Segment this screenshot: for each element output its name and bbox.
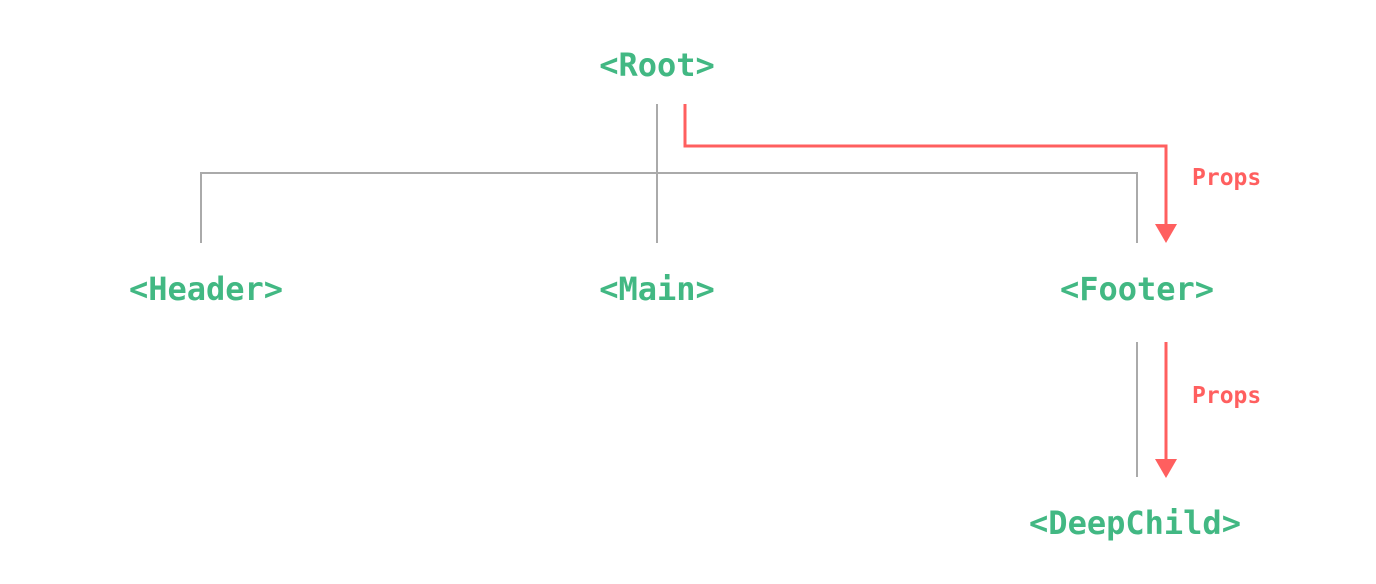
props-label: Props [1192,383,1261,409]
node-footer: <Footer> [1060,270,1214,308]
node-deepchild: <DeepChild> [1029,504,1241,542]
tree-lines [200,104,1138,477]
node-main: <Main> [599,270,715,308]
props-label: Props [1192,165,1261,191]
arrowhead-icon [1155,459,1177,478]
edge-root-header-footer [200,172,1138,243]
props-arrow-root-footer [683,104,1177,243]
arrowhead-icon [1155,224,1177,243]
props-arrow-footer-deepchild [1155,342,1177,478]
node-header: <Header> [129,270,283,308]
node-root: <Root> [599,46,715,84]
